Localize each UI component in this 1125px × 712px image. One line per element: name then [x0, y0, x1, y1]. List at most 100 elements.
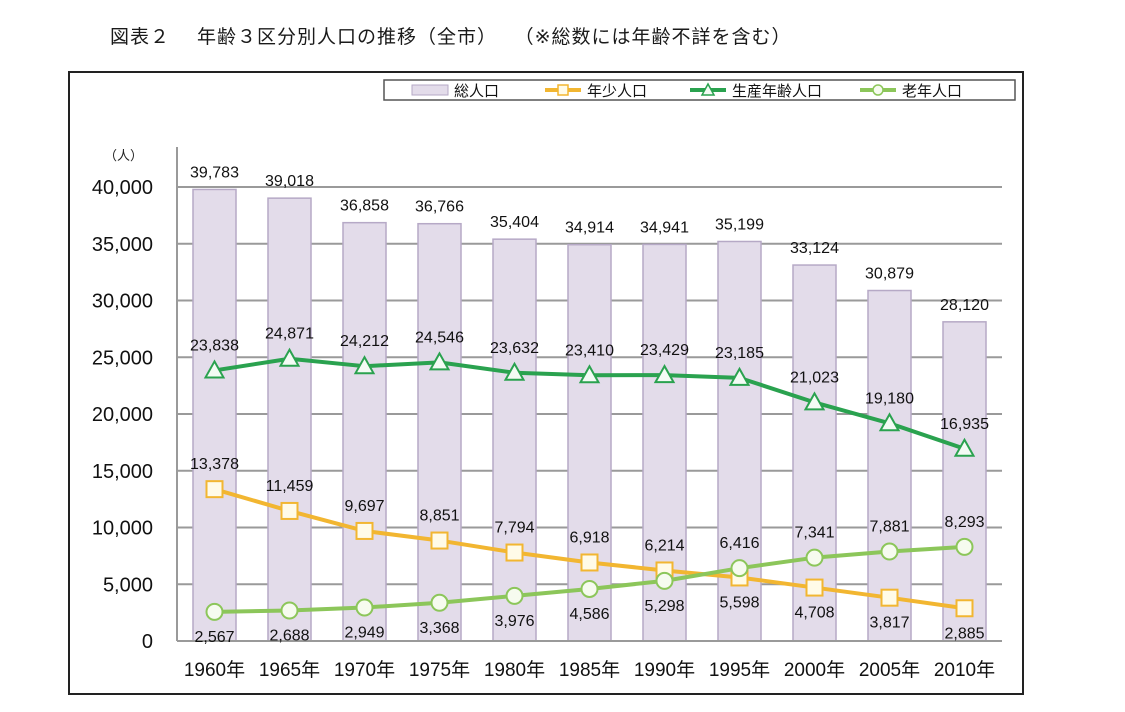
x-tick-label: 2000年 [784, 659, 845, 681]
line-value-label: 3,976 [494, 613, 534, 630]
x-tick-label: 1980年 [484, 659, 545, 681]
line-value-label: 8,851 [419, 508, 459, 525]
line-value-label: 2,949 [344, 625, 384, 642]
line-value-label: 16,935 [940, 416, 989, 433]
line-value-label: 5,598 [719, 594, 759, 611]
triangle-marker [728, 366, 751, 386]
bar-total-population [567, 243, 612, 642]
square-marker [580, 553, 599, 572]
bar-total-population [942, 321, 987, 642]
bar-value-label: 34,914 [565, 220, 614, 237]
bars-total-population [192, 188, 987, 642]
series-lines [203, 347, 976, 621]
triangle-marker [353, 355, 376, 375]
legend-item: 総人口 [411, 82, 499, 100]
y-tick-label: 35,000 [92, 234, 153, 256]
circle-marker [205, 602, 224, 621]
line-value-label: 3,817 [869, 615, 909, 632]
line-value-label: 23,429 [640, 342, 689, 359]
x-tick-label: 1965年 [259, 659, 320, 681]
y-tick-label: 0 [142, 631, 153, 653]
x-tick-label: 2005年 [859, 659, 920, 681]
line-value-label: 4,586 [569, 606, 609, 623]
line-value-label: 24,871 [265, 326, 314, 343]
line-value-label: 4,708 [794, 605, 834, 622]
triangle-marker [203, 359, 226, 379]
circle-marker [730, 559, 749, 578]
bar-value-label: 39,783 [190, 164, 239, 181]
line-value-label: 2,688 [269, 627, 309, 644]
bar-total-population [867, 289, 912, 642]
circle-marker [580, 579, 599, 598]
bar-value-label: 36,858 [340, 198, 389, 215]
square-marker [355, 521, 374, 540]
line-value-label: 23,410 [565, 342, 614, 359]
line-value-label: 21,023 [790, 369, 839, 386]
circle-marker [880, 542, 899, 561]
x-tick-label: 1970年 [334, 659, 395, 681]
circle-marker [280, 601, 299, 620]
legend-item: 年少人口 [545, 82, 647, 100]
circle-marker [655, 571, 674, 590]
circle-marker [430, 593, 449, 612]
triangle-marker [803, 391, 826, 411]
triangle-marker [653, 364, 676, 384]
legend-label: 年少人口 [587, 82, 647, 100]
bar-value-label: 30,879 [865, 266, 914, 283]
circle-marker [355, 598, 374, 617]
bar-total-population [492, 238, 537, 642]
bar-total-population [192, 188, 237, 642]
triangle-marker [428, 351, 451, 371]
line-value-label: 8,293 [944, 514, 984, 531]
legend: 総人口 年少人口 生産年齢人口 老年人口 [383, 79, 1016, 101]
bar-value-label: 33,124 [790, 240, 839, 257]
legend-swatch-bar [411, 84, 449, 96]
line-value-label: 23,632 [490, 340, 539, 357]
line-value-label: 7,341 [794, 525, 834, 542]
x-tick-label: 1995年 [709, 659, 770, 681]
square-marker [205, 480, 224, 499]
y-tick-label: 20,000 [92, 404, 153, 426]
line-value-label: 7,794 [494, 520, 534, 537]
legend-item: 老年人口 [860, 82, 962, 100]
figure-title: 図表２ 年齢３区分別人口の推移（全市） （※総数には年齢不詳を含む） [110, 26, 792, 48]
line-value-label: 24,212 [340, 333, 389, 350]
line-value-label: 2,567 [194, 629, 234, 646]
triangle-marker [503, 361, 526, 381]
line-value-label: 13,378 [190, 456, 239, 473]
legend-circle-marker [872, 84, 884, 96]
x-tick-label: 1960年 [184, 659, 245, 681]
axes: 0 5,000 10,000 15,000 20,000 25,000 30,000 35,0… [92, 147, 1002, 681]
y-tick-label: 5,000 [103, 574, 153, 596]
bar-value-label: 39,018 [265, 173, 314, 190]
square-marker [880, 588, 899, 607]
bar-total-population [417, 222, 462, 642]
y-tick-label: 15,000 [92, 461, 153, 483]
data-labels: 39,783 39,018 36,858 36,766 35,404 34,914 34,9… [190, 164, 989, 645]
circle-marker [955, 537, 974, 556]
legend-square-marker [557, 84, 569, 96]
circle-marker [505, 586, 524, 605]
bar-value-label: 36,766 [415, 199, 464, 216]
y-axis-unit-label: （人） [104, 149, 143, 164]
square-marker [805, 578, 824, 597]
line-value-label: 23,185 [715, 345, 764, 362]
line-value-label: 7,881 [869, 519, 909, 536]
line-value-label: 5,298 [644, 598, 684, 615]
triangle-marker [953, 437, 976, 457]
line-value-label: 6,416 [719, 535, 759, 552]
bar-value-label: 34,941 [640, 219, 689, 236]
line-value-label: 24,546 [415, 329, 464, 346]
y-tick-label: 25,000 [92, 347, 153, 369]
bar-value-label: 35,404 [490, 214, 539, 231]
line-value-label: 3,368 [419, 620, 459, 637]
x-tick-label: 1990年 [634, 659, 695, 681]
bar-total-population [267, 197, 312, 642]
triangle-marker [878, 412, 901, 432]
line-value-label: 11,459 [266, 478, 314, 495]
x-tick-label: 1975年 [409, 659, 470, 681]
bar-value-label: 35,199 [715, 216, 764, 233]
legend-label: 老年人口 [902, 82, 962, 100]
square-marker [955, 599, 974, 618]
